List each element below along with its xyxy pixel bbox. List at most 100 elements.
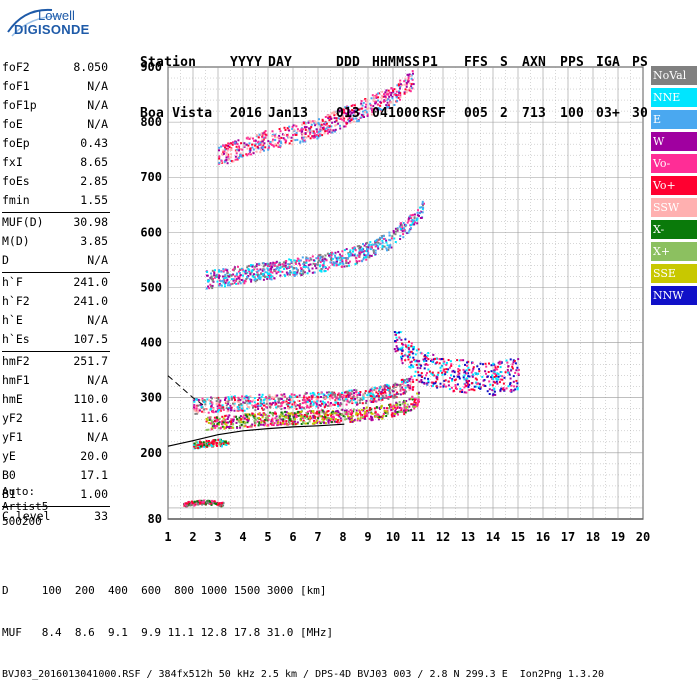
echo-dot (322, 419, 325, 421)
echo-dot (277, 423, 280, 426)
echo-dot (381, 241, 384, 244)
echo-dot (296, 404, 299, 407)
echo-dot (319, 124, 322, 127)
echo-dot (376, 399, 379, 402)
echo-dot (301, 402, 304, 405)
echo-dot (266, 267, 269, 270)
echo-dot (328, 254, 330, 257)
echo-dot (403, 389, 406, 392)
echo-dot (381, 90, 384, 93)
param-value: N/A (87, 430, 108, 444)
echo-dot (465, 369, 468, 372)
echo-dot (349, 420, 352, 423)
echo-dot (316, 130, 318, 133)
echo-dot (210, 276, 213, 279)
echo-dot (507, 385, 510, 388)
echo-dot (410, 85, 413, 88)
echo-dot (208, 418, 211, 421)
echo-dot (200, 403, 203, 406)
echo-dot (430, 359, 432, 362)
echo-dot (382, 234, 385, 237)
echo-dot (396, 411, 399, 413)
legend-item-ssw: SSW (651, 198, 697, 217)
echo-dot (196, 410, 199, 413)
echo-dot (261, 148, 264, 151)
echo-dot (307, 129, 310, 132)
echo-dot (488, 380, 491, 383)
echo-dot (256, 135, 259, 138)
echo-dot (236, 418, 239, 421)
echo-dot (340, 393, 343, 396)
echo-dot (285, 139, 288, 142)
echo-dot (224, 273, 227, 276)
echo-dot (381, 398, 384, 401)
echo-dot (304, 123, 307, 126)
echo-dot (398, 91, 401, 94)
echo-dot (419, 206, 422, 209)
echo-dot (327, 391, 330, 394)
echo-dot (394, 412, 396, 415)
echo-dot (365, 256, 368, 259)
echo-dot (225, 401, 228, 404)
echo-dot (221, 275, 224, 278)
echo-dot (388, 244, 391, 247)
echo-dot (342, 415, 345, 418)
echo-dot (341, 260, 344, 263)
echo-dot (337, 250, 340, 253)
echo-dot (235, 282, 238, 285)
echo-dot (233, 415, 236, 418)
echo-dot (270, 423, 273, 426)
echo-dot (245, 394, 248, 397)
echo-dot (210, 503, 213, 506)
echo-dot (245, 418, 248, 421)
echo-dot (341, 250, 344, 253)
echo-dot (329, 394, 332, 397)
echo-dot (269, 411, 272, 414)
echo-dot (211, 501, 214, 504)
echo-dot (300, 128, 303, 131)
echo-dot (324, 422, 327, 425)
echo-dot (397, 383, 400, 386)
echo-dot (299, 141, 302, 144)
echo-dot (274, 143, 277, 146)
echo-dot (360, 107, 363, 110)
echo-dot (444, 373, 447, 376)
echo-dot (207, 443, 210, 446)
echo-dot (262, 275, 265, 278)
echo-dot (225, 444, 228, 446)
echo-dot (206, 271, 209, 273)
echo-dot (344, 391, 346, 394)
echo-dot (211, 269, 214, 272)
echo-dot (362, 395, 365, 398)
echo-dot (193, 399, 195, 402)
echo-dot (324, 121, 327, 124)
echo-dot (212, 426, 215, 429)
echo-dot (241, 416, 244, 419)
echo-dot (391, 415, 394, 418)
echo-dot (280, 411, 283, 414)
echo-dot (285, 411, 288, 414)
echo-dot (222, 144, 225, 147)
echo-dot (396, 406, 399, 409)
echo-dot (366, 241, 369, 244)
echo-dot (364, 250, 366, 252)
echo-dot (237, 396, 240, 399)
echo-dot (415, 403, 418, 406)
echo-dot (346, 265, 348, 268)
echo-dot (396, 331, 398, 334)
echo-dot (358, 410, 361, 413)
echo-dot (388, 403, 391, 406)
echo-dot (246, 421, 249, 424)
echo-dot (378, 396, 381, 399)
echo-dot (275, 406, 278, 409)
echo-dot (269, 422, 272, 425)
echo-dot (356, 414, 359, 417)
echo-dot (315, 405, 318, 408)
x-tick-label: 18 (586, 530, 600, 544)
echo-dot (493, 387, 496, 390)
echo-dot (439, 369, 442, 372)
echo-dot (257, 408, 260, 410)
echo-dot (362, 407, 365, 410)
echo-dot (318, 420, 321, 423)
echo-dot (255, 403, 258, 406)
